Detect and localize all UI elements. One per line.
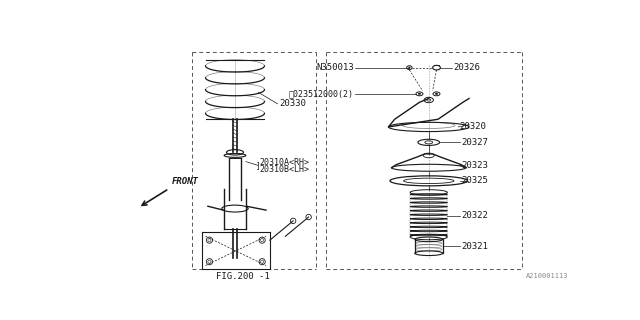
Text: 20325: 20325 (461, 176, 488, 185)
Text: 20330: 20330 (279, 99, 306, 108)
Text: 20320: 20320 (460, 123, 486, 132)
Text: 20323: 20323 (461, 161, 488, 170)
Text: FRONT: FRONT (172, 177, 198, 186)
Text: N350013: N350013 (316, 63, 353, 72)
Text: 20327: 20327 (461, 138, 488, 147)
Text: 20310A<RH>: 20310A<RH> (260, 158, 310, 167)
Text: 20321: 20321 (461, 242, 488, 251)
Ellipse shape (435, 93, 438, 95)
Ellipse shape (408, 67, 410, 68)
Text: 20326: 20326 (454, 63, 481, 72)
Ellipse shape (418, 93, 421, 95)
Text: 20310B<LH>: 20310B<LH> (260, 165, 310, 174)
Text: 20322: 20322 (461, 211, 488, 220)
Text: A210001113: A210001113 (525, 273, 568, 279)
Text: FIG.200 -1: FIG.200 -1 (216, 272, 269, 281)
Text: Ⓝ023512000(2): Ⓝ023512000(2) (289, 89, 353, 98)
